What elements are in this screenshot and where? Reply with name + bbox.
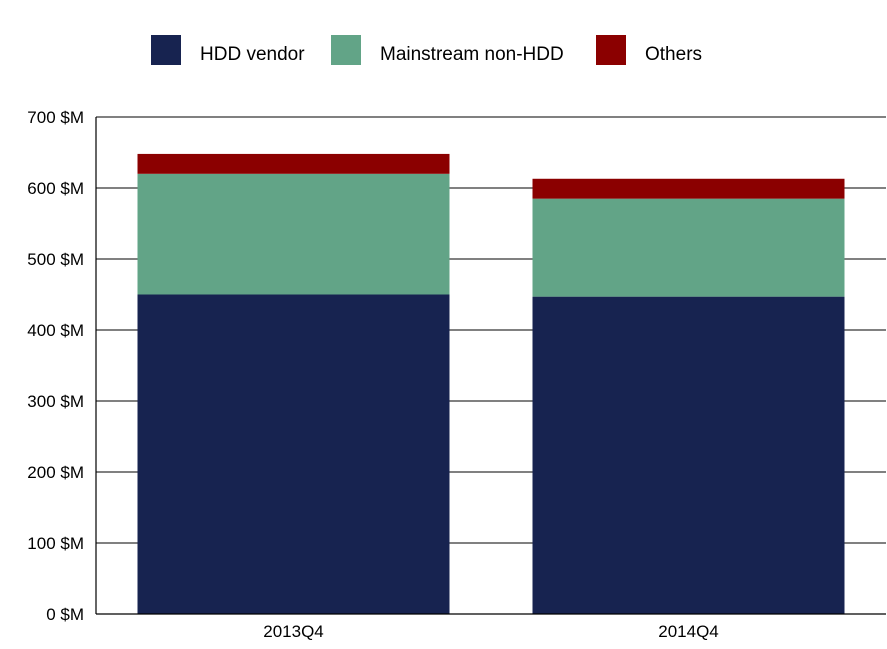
y-tick-label: 200 $M xyxy=(27,463,84,482)
y-tick-label: 500 $M xyxy=(27,250,84,269)
bar-segment-2014Q4-mainstream-non-hdd xyxy=(532,198,845,297)
axes xyxy=(95,117,886,615)
x-axis-tick-labels: 2013Q4 2014Q4 xyxy=(263,622,719,641)
legend-swatch-hdd-vendor xyxy=(151,35,181,65)
bar-segment-2013Q4-hdd-vendor xyxy=(137,294,450,614)
bar-segment-2014Q4-others xyxy=(532,178,845,199)
bar-segment-2014Q4-hdd-vendor xyxy=(532,296,845,614)
legend-label: Mainstream non-HDD xyxy=(380,44,564,65)
legend-label: Others xyxy=(645,44,702,65)
x-tick-label: 2013Q4 xyxy=(263,622,324,641)
y-tick-label: 400 $M xyxy=(27,321,84,340)
bars xyxy=(137,153,845,614)
y-tick-label: 700 $M xyxy=(27,108,84,127)
y-tick-label: 100 $M xyxy=(27,534,84,553)
y-axis-tick-labels: 0 $M 100 $M 200 $M 300 $M 400 $M 500 $M 600 $M… xyxy=(27,108,84,624)
y-tick-label: 300 $M xyxy=(27,392,84,411)
y-tick-label: 0 $M xyxy=(46,605,84,624)
y-tick-label: 600 $M xyxy=(27,179,84,198)
legend-label: HDD vendor xyxy=(200,44,305,65)
legend: HDD vendor Mainstream non-HDD Others xyxy=(151,35,702,65)
bar-segment-2013Q4-mainstream-non-hdd xyxy=(137,173,450,295)
legend-swatch-mainstream-non-hdd xyxy=(331,35,361,65)
legend-swatch-others xyxy=(596,35,626,65)
x-tick-label: 2014Q4 xyxy=(658,622,719,641)
bar-segment-2013Q4-others xyxy=(137,153,450,174)
